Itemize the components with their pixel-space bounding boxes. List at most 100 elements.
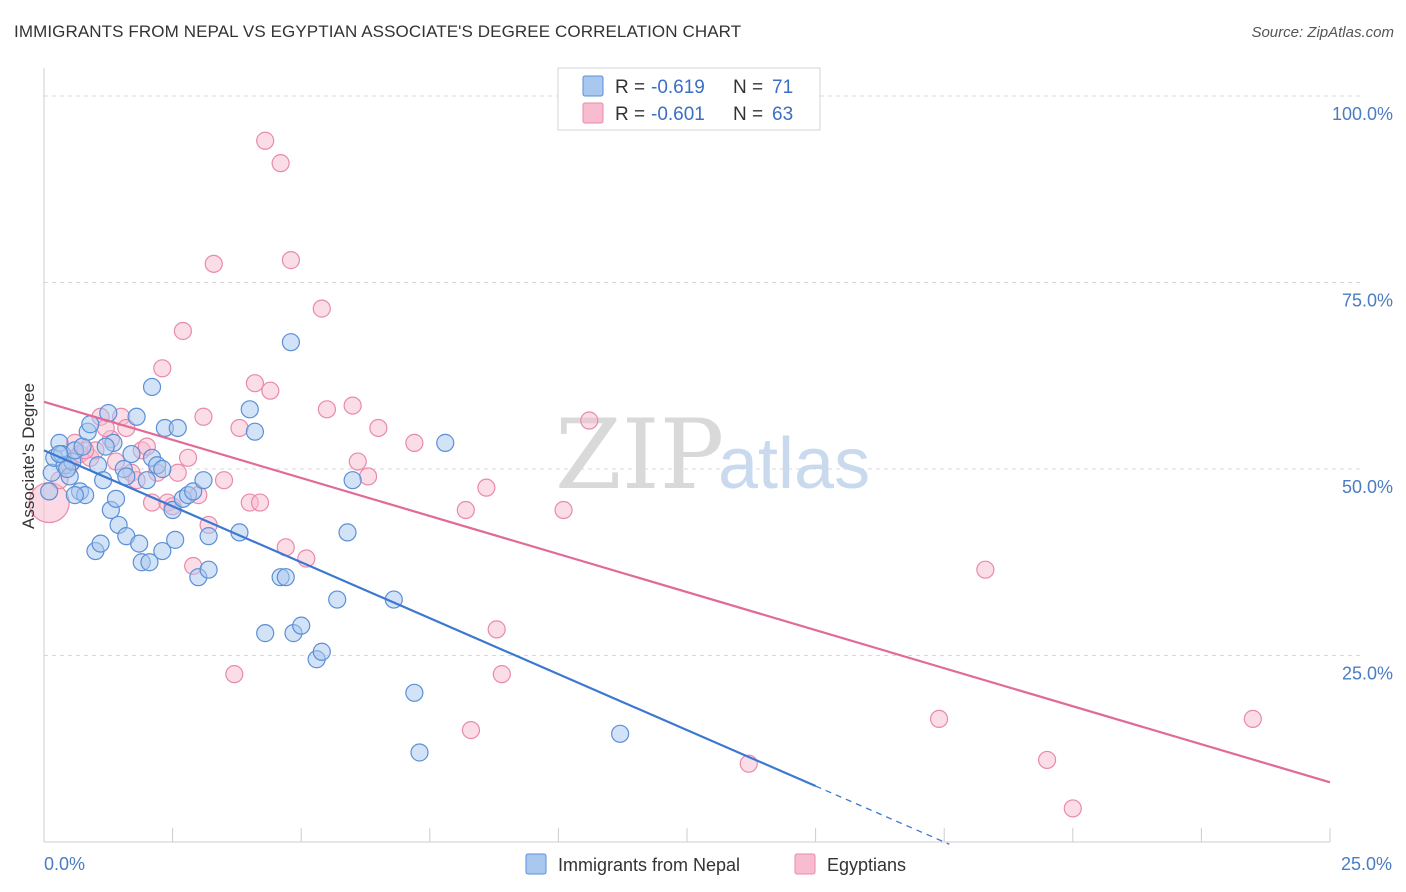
- nepal-point-46: [256, 624, 275, 643]
- egypt-trend-line: [43, 400, 1331, 784]
- egypt-point-18: [153, 359, 172, 378]
- legend-swatch-egypt: [582, 102, 604, 124]
- egypt-point-53: [554, 500, 573, 520]
- nepal-point-56: [343, 471, 362, 490]
- egypt-point-23: [178, 448, 198, 467]
- nepal-point-51: [292, 616, 311, 635]
- nepal-point-36: [168, 418, 187, 438]
- egypt-point-50: [487, 620, 506, 639]
- chart-title: IMMIGRANTS FROM NEPAL VS EGYPTIAN ASSOCI…: [14, 22, 742, 41]
- legend-r-value-egypt: -0.601: [651, 104, 705, 125]
- series-legend-swatch-egypt: [794, 853, 816, 875]
- nepal-point-60: [436, 433, 455, 452]
- nepal-point-29: [140, 553, 159, 572]
- legend-n-label-nepal: N =: [733, 77, 763, 98]
- egypt-point-21: [168, 463, 187, 482]
- source-credit: Source: ZipAtlas.com: [1251, 24, 1394, 41]
- nepal-point-16: [91, 534, 110, 553]
- nepal-point-49: [281, 333, 301, 352]
- nepal-point-27: [130, 534, 149, 553]
- watermark-zip: ZIP: [555, 399, 724, 511]
- nepal-point-54: [328, 590, 347, 609]
- stats-legend: R = -0.619 N = 71 R = -0.601 N = 63: [557, 67, 821, 131]
- nepal-point-58: [405, 683, 424, 702]
- egypt-point-43: [343, 396, 362, 415]
- nepal-trend-line: [43, 449, 817, 788]
- nepal-point-59: [410, 743, 429, 762]
- egypt-point-22: [173, 321, 192, 341]
- series-legend: Immigrants from Nepal Egyptians: [525, 853, 906, 875]
- nepal-trend-extension: [815, 785, 950, 845]
- grid-lines: [44, 95, 1360, 656]
- egypt-point-34: [250, 493, 270, 512]
- egypt-point-35: [256, 131, 275, 150]
- egypt-point-39: [281, 251, 301, 270]
- egypt-point-28: [204, 254, 223, 273]
- y-tick-label-1: 75.0%: [1342, 291, 1393, 311]
- egypt-point-58: [1037, 750, 1057, 770]
- nepal-point-21: [106, 489, 126, 508]
- egypt-point-56: [929, 709, 949, 729]
- egypt-point-51: [492, 665, 511, 684]
- nepal-point-26: [127, 407, 146, 426]
- egypt-point-45: [358, 467, 378, 486]
- egypt-point-46: [369, 418, 388, 438]
- egypt-point-54: [580, 411, 599, 430]
- egypt-point-41: [312, 299, 331, 318]
- egypt-point-36: [261, 381, 280, 400]
- nepal-point-66: [65, 486, 84, 505]
- egypt-point-26: [194, 407, 213, 426]
- nepal-point-68: [137, 471, 156, 490]
- egypt-point-47: [405, 433, 424, 452]
- nepal-point-32: [153, 541, 172, 561]
- nepal-point-67: [96, 437, 115, 456]
- egypt-point-52: [461, 720, 481, 740]
- watermark: ZIP atlas: [555, 399, 870, 511]
- egypt-point-60: [1243, 709, 1262, 729]
- y-tick-labels: 100.0% 75.0% 50.0% 25.0%: [1332, 104, 1393, 684]
- nepal-point-44: [240, 400, 259, 419]
- legend-n-value-egypt: 63: [772, 104, 793, 125]
- egypt-point-44: [348, 452, 367, 471]
- x-tick-labels: 0.0% 25.0%: [44, 854, 1392, 874]
- nepal-point-69: [199, 560, 218, 579]
- egypt-point-37: [271, 154, 290, 173]
- axes: [43, 68, 1331, 843]
- legend-r-label-egypt: R =: [615, 104, 645, 125]
- x-tick-max: 25.0%: [1341, 854, 1392, 874]
- legend-n-value-nepal: 71: [772, 77, 793, 98]
- nepal-point-53: [312, 642, 331, 661]
- egypt-point-49: [477, 478, 496, 497]
- y-tick-label-2: 50.0%: [1342, 477, 1393, 497]
- egypt-point-48: [456, 500, 475, 520]
- egypt-point-42: [317, 400, 337, 419]
- nepal-point-39: [184, 482, 203, 501]
- nepal-point-62: [142, 377, 162, 397]
- watermark-atlas: atlas: [718, 424, 870, 504]
- y-axis-title: Associate's Degree: [19, 383, 38, 529]
- nepal-point-41: [194, 471, 213, 490]
- egypt-point-30: [225, 665, 244, 684]
- nepal-point-0: [40, 482, 59, 501]
- legend-r-value-nepal: -0.619: [651, 77, 705, 98]
- nepal-point-35: [166, 530, 185, 549]
- nepal-point-61: [611, 724, 630, 743]
- egypt-point-57: [976, 560, 995, 579]
- nepal-point-42: [199, 527, 218, 546]
- nepal-point-55: [338, 523, 357, 542]
- y-tick-label-0: 100.0%: [1332, 104, 1393, 124]
- egypt-point-29: [214, 471, 234, 490]
- egypt-point-33: [245, 374, 265, 393]
- nepal-point-70: [153, 459, 172, 479]
- nepal-point-25: [122, 444, 141, 464]
- egypt-point-59: [1063, 799, 1082, 818]
- nepal-point-48: [276, 568, 295, 587]
- series-legend-swatch-nepal: [525, 853, 547, 875]
- egypt-point-31: [230, 418, 249, 438]
- series-legend-label-egypt: Egyptians: [827, 855, 906, 875]
- legend-n-label-egypt: N =: [733, 104, 763, 125]
- legend-swatch-nepal: [582, 75, 604, 97]
- legend-r-label-nepal: R =: [615, 77, 645, 98]
- y-tick-label-3: 25.0%: [1342, 664, 1393, 684]
